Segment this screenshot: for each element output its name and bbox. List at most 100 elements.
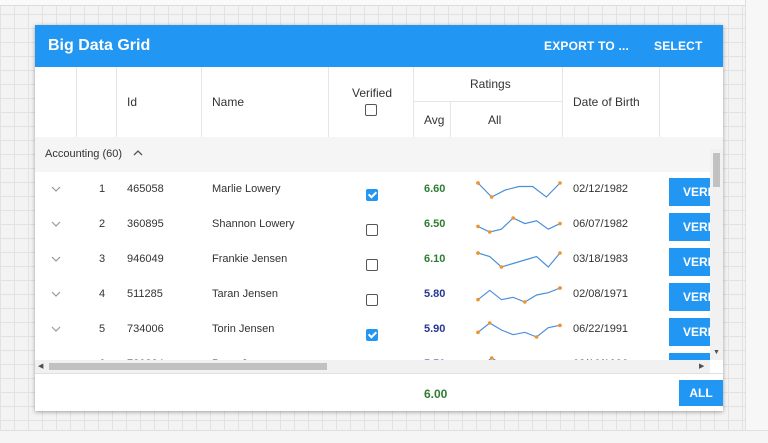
ratings-sparkline [476, 216, 562, 234]
cell-avg: 5.90 [424, 323, 446, 335]
sparkline-point [558, 251, 562, 255]
row-number: 3 [99, 253, 106, 265]
chevron-down-icon[interactable] [51, 326, 61, 333]
select-button[interactable]: SELECT [654, 39, 703, 53]
horizontal-scrollbar-thumb[interactable] [49, 363, 327, 370]
page-top-bar [0, 0, 768, 6]
cell-name: Frankie Jensen [212, 253, 288, 265]
grid-header: Id Name Verified Ratings Avg All Date of… [35, 67, 723, 138]
chevron-down-icon[interactable] [51, 256, 61, 263]
header-ratings-label: Ratings [470, 77, 511, 91]
row-number: 4 [99, 288, 106, 300]
row-number: 5 [99, 323, 106, 335]
chevron-up-icon[interactable] [133, 149, 143, 156]
header-ratings: Ratings [414, 67, 563, 102]
group-header-accounting[interactable]: Accounting (60) [35, 137, 723, 173]
sparkline-point [476, 251, 480, 255]
header-verified[interactable]: Verified [329, 67, 414, 137]
verify-button[interactable]: VERIFY [669, 178, 713, 206]
vertical-scrollbar-thumb[interactable] [713, 153, 720, 187]
grid-toolbar: Big Data Grid EXPORT TO ... SELECT [35, 25, 723, 67]
cell-avg: 6.10 [424, 253, 446, 265]
horizontal-scrollbar[interactable]: ◀ ▶ [35, 360, 710, 373]
cell-name: Torin Jensen [212, 323, 275, 335]
ratings-sparkline [488, 356, 497, 360]
table-row[interactable]: 1 465058 Marlie Lowery 6.60 02/12/1982 VERIFY [35, 172, 723, 208]
sparkline-point [558, 286, 562, 290]
cell-id: 946049 [127, 253, 164, 265]
verified-checkbox[interactable] [366, 294, 378, 306]
grid-footer: 6.00 ALL [35, 373, 723, 411]
header-id[interactable]: Id [117, 67, 202, 137]
header-verified-label: Verified [352, 86, 393, 100]
header-expander-cell [35, 67, 77, 137]
scroll-left-arrow-icon[interactable]: ◀ [38, 363, 44, 370]
select-all-checkbox[interactable] [365, 104, 377, 116]
sparkline-point [476, 224, 480, 229]
export-button[interactable]: EXPORT TO ... [544, 39, 630, 53]
ratings-sparkline [476, 286, 562, 304]
sparkline-point [534, 335, 539, 339]
header-id-label: Id [127, 95, 138, 109]
chevron-down-icon[interactable] [51, 221, 61, 228]
cell-avg: 6.50 [424, 218, 446, 230]
sparkline-point [558, 181, 562, 185]
page-right-strip [745, 0, 768, 442]
table-row[interactable]: 3 946049 Frankie Jensen 6.10 03/18/1983 VERIF… [35, 242, 723, 278]
sparkline-point [499, 265, 504, 269]
sparkline-point [558, 323, 562, 328]
big-data-grid: Big Data Grid EXPORT TO ... SELECT Id Na… [35, 25, 723, 411]
cell-dob: 02/12/1982 [573, 183, 629, 195]
cell-id: 360895 [127, 218, 164, 230]
header-avg-label: Avg [424, 113, 445, 127]
cell-dob: 08/10/1996 [573, 347, 628, 360]
all-button[interactable]: ALL [679, 380, 723, 406]
row-number: 1 [99, 183, 106, 195]
cell-avg: 5.50 [424, 347, 445, 360]
sparkline-point [489, 195, 494, 199]
verified-checkbox[interactable] [366, 189, 378, 201]
sparkline-point [476, 181, 480, 185]
cell-id: 720234 [127, 347, 164, 360]
sparkline-point [476, 330, 480, 335]
cell-name: Shannon Lowery [212, 218, 295, 230]
group-label: Accounting (60) [45, 148, 123, 160]
table-row[interactable]: 2 360895 Shannon Lowery 6.50 06/07/1982 VERIF… [35, 207, 723, 243]
chevron-down-icon[interactable] [51, 291, 61, 298]
cell-dob: 02/08/1971 [573, 288, 629, 300]
vertical-scrollbar[interactable]: ▼ [710, 149, 723, 360]
sparkline-point [487, 230, 492, 234]
cell-id: 734006 [127, 323, 164, 335]
scroll-down-arrow-icon[interactable]: ▼ [713, 349, 720, 356]
ratings-sparkline [476, 321, 562, 339]
header-name-label: Name [212, 95, 245, 109]
table-row[interactable]: 5 734006 Torin Jensen 5.90 06/22/1991 VERIFY [35, 312, 723, 348]
table-row[interactable]: 4 511285 Taran Jensen 5.80 02/08/1971 VERIFY [35, 277, 723, 313]
table-row[interactable]: 6 720234 Perry Jensen 5.50 08/10/1996 VERIFY [35, 347, 723, 360]
cell-name: Perry Jensen [212, 347, 277, 360]
row-number: 6 [99, 347, 105, 360]
grid-title: Big Data Grid [48, 37, 151, 54]
header-all-label: All [488, 113, 502, 127]
header-name[interactable]: Name [202, 67, 329, 137]
header-action-cell [660, 67, 723, 137]
header-all[interactable]: All [451, 102, 563, 137]
verified-checkbox[interactable] [366, 259, 378, 271]
sparkline-point [558, 221, 562, 226]
header-dob[interactable]: Date of Birth [563, 67, 660, 137]
grid-body: Accounting (60) 1 465058 Marlie Lowery 6.60… [35, 137, 723, 360]
sparkline-point [523, 300, 527, 304]
verify-button[interactable]: VERIFY [669, 318, 713, 346]
cell-id: 511285 [127, 288, 163, 300]
scroll-right-arrow-icon[interactable]: ▶ [699, 363, 705, 370]
verified-checkbox[interactable] [366, 224, 378, 236]
verify-button[interactable]: VERIFY [669, 213, 713, 241]
verify-button[interactable]: VERIFY [669, 283, 713, 311]
verified-checkbox[interactable] [366, 329, 378, 341]
verify-button[interactable]: VERIFY [669, 248, 713, 276]
cell-dob: 06/07/1982 [573, 218, 629, 230]
cell-dob: 03/18/1983 [573, 253, 629, 265]
chevron-down-icon[interactable] [51, 186, 61, 193]
header-avg[interactable]: Avg [414, 102, 451, 137]
verify-button[interactable]: VERIFY [669, 353, 713, 360]
